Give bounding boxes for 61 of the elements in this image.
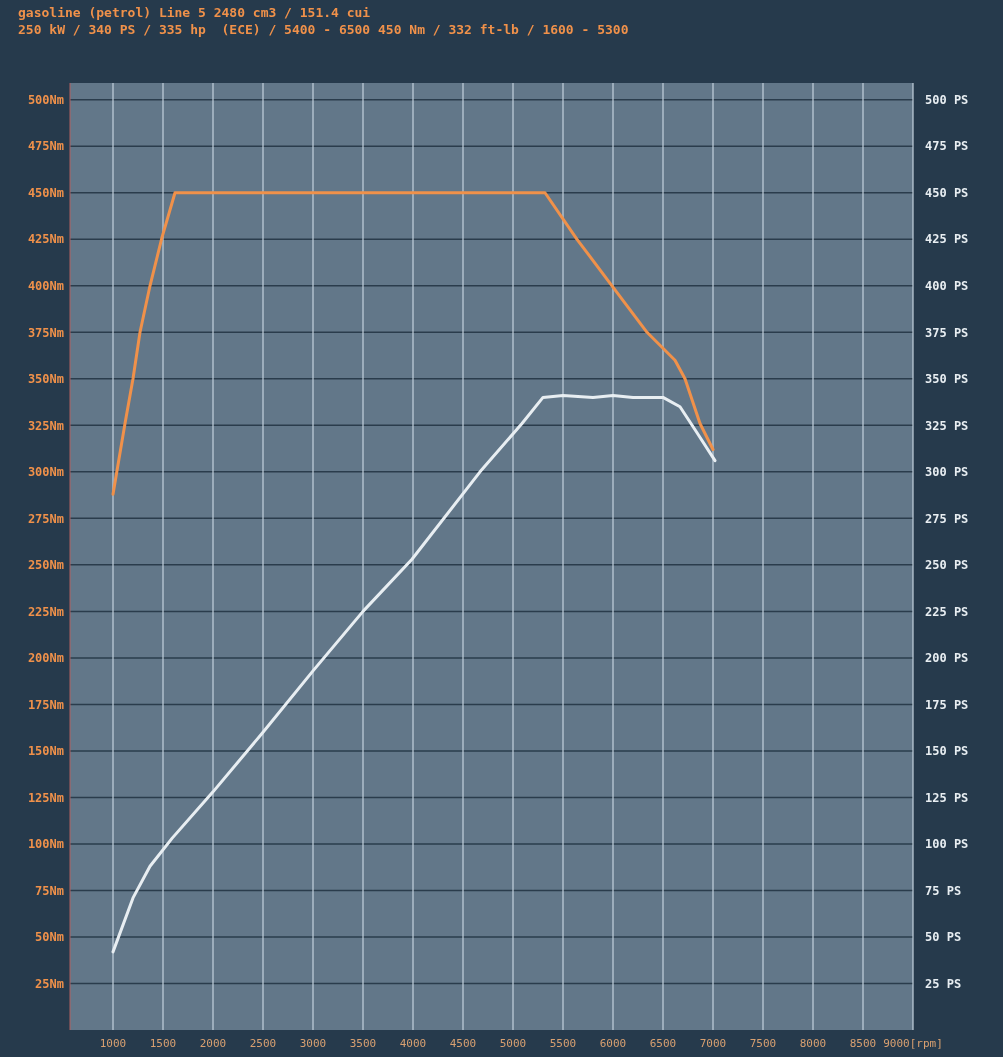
x-tick-label: 5000	[499, 1037, 527, 1050]
y2-tick-label: 225 PS	[925, 604, 969, 619]
y-tick-label: 300Nm	[27, 465, 64, 480]
x-tick-label: 1000	[99, 1037, 127, 1050]
x-tick-label: 6500	[649, 1037, 677, 1050]
x-tick-label: 1500	[149, 1037, 177, 1050]
y2-tick-label: 475 PS	[925, 139, 969, 154]
y-tick-label: 75Nm	[35, 883, 64, 898]
y-tick-label: 200Nm	[27, 651, 64, 666]
y2-tick-label: 375 PS	[925, 325, 969, 340]
y2-tick-label: 325 PS	[925, 418, 969, 433]
y2-tick-label: 75 PS	[925, 883, 962, 898]
y-tick-label: 400Nm	[27, 279, 64, 293]
chart-title: gasoline (petrol) Line 5 2480 cm3 / 151.4 cui	[18, 5, 371, 20]
x-tick-label: 4000	[399, 1037, 427, 1050]
y2-tick-label: 200 PS	[925, 651, 969, 666]
x-tick-label: 9000[rpm]	[883, 1037, 943, 1050]
x-tick-label: 3500	[349, 1037, 377, 1050]
x-tick-label: 6000	[599, 1037, 627, 1050]
y-tick-label: 475Nm	[27, 139, 64, 154]
y2-tick-label: 425 PS	[925, 232, 969, 247]
y-tick-label: 100Nm	[27, 837, 64, 852]
x-tick-label: 2000	[199, 1037, 227, 1050]
y-tick-label: 425Nm	[27, 232, 64, 247]
y-tick-label: 50Nm	[35, 930, 64, 945]
y2-tick-label: 400 PS	[925, 279, 969, 293]
y-tick-label: 350Nm	[27, 372, 64, 387]
y-tick-label: 275Nm	[27, 511, 64, 526]
y-tick-label: 500Nm	[27, 92, 64, 107]
y2-tick-label: 25 PS	[925, 976, 962, 991]
x-tick-label: 7000	[699, 1037, 727, 1050]
y-tick-label: 450Nm	[27, 185, 64, 200]
x-tick-label: 8500	[849, 1037, 877, 1050]
x-tick-label: 4500	[449, 1037, 477, 1050]
y-tick-label: 125Nm	[27, 790, 64, 805]
y-tick-label: 375Nm	[27, 325, 64, 340]
x-tick-label: 5500	[549, 1037, 577, 1050]
line-series	[111, 191, 715, 496]
y2-tick-label: 300 PS	[925, 465, 969, 480]
y2-tick-label: 100 PS	[925, 837, 969, 852]
y2-tick-label: 175 PS	[925, 697, 969, 712]
y-tick-label: 150Nm	[27, 744, 64, 759]
y2-tick-label: 275 PS	[925, 511, 969, 526]
y2-tick-label: 50 PS	[925, 930, 962, 945]
x-tick-label: 8000	[799, 1037, 827, 1050]
y2-tick-label: 125 PS	[925, 790, 969, 805]
line-series	[111, 394, 717, 954]
y2-tick-label: 250 PS	[925, 558, 969, 573]
chart-subtitle: 250 kW / 340 PS / 335 hp (ECE) / 5400 - 6500 450 Nm / 332 ft-lb / 1600 - 5300	[18, 22, 629, 37]
y2-tick-label: 500 PS	[925, 92, 969, 107]
y-tick-label: 225Nm	[27, 604, 64, 619]
y2-tick-label: 150 PS	[925, 744, 969, 759]
y2-tick-label: 350 PS	[925, 372, 969, 387]
x-tick-label: 2500	[249, 1037, 277, 1050]
y-tick-label: 325Nm	[27, 418, 64, 433]
x-tick-label: 3000	[299, 1037, 327, 1050]
x-tick-label: 7500	[749, 1037, 777, 1050]
y-tick-label: 25Nm	[35, 976, 64, 991]
y-tick-label: 250Nm	[27, 558, 64, 573]
y2-tick-label: 450 PS	[925, 185, 969, 200]
y-tick-label: 175Nm	[27, 697, 64, 712]
